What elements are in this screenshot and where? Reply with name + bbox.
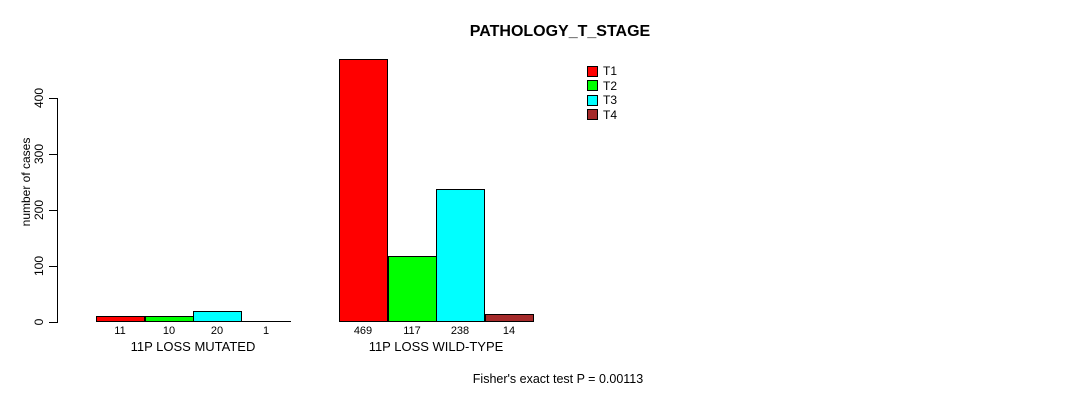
legend-label-t3: T3	[603, 93, 618, 107]
y-axis-label: number of cases	[19, 137, 33, 227]
y-tick-label: 0	[32, 318, 46, 326]
annotation-text: Fisher's exact test P = 0.00113	[472, 372, 644, 386]
bar-value-label: 469	[353, 325, 373, 337]
y-tick	[49, 266, 57, 267]
bar-t1	[339, 59, 388, 322]
x-category-label: 11P LOSS MUTATED	[130, 339, 256, 354]
y-tick-label: 200	[32, 199, 46, 221]
legend-label-t1: T1	[603, 64, 618, 78]
bar-value-label: 1	[262, 325, 270, 337]
bar-value-label: 11	[114, 325, 126, 337]
legend-label-t2: T2	[603, 79, 618, 93]
y-axis-line	[57, 98, 58, 323]
legend-swatch-t2	[587, 80, 598, 91]
bar-t3	[436, 189, 485, 322]
y-tick-label: 300	[32, 143, 46, 165]
bar-value-label: 14	[502, 325, 516, 337]
y-tick	[49, 154, 57, 155]
legend-label-t4: T4	[603, 108, 618, 122]
bar-t4	[242, 321, 291, 322]
legend-swatch-t4	[587, 109, 598, 120]
bar-value-label: 117	[403, 325, 421, 337]
y-tick	[49, 322, 57, 323]
bar-value-label: 10	[162, 325, 176, 337]
bar-t2	[145, 316, 194, 322]
legend-swatch-t3	[587, 95, 598, 106]
bar-t3	[193, 311, 242, 322]
x-category-label: 11P LOSS WILD-TYPE	[368, 339, 504, 354]
bar-value-label: 20	[210, 325, 224, 337]
bar-t2	[388, 256, 437, 322]
y-tick-label: 100	[32, 255, 46, 277]
y-tick-label: 400	[32, 87, 46, 109]
chart-title: PATHOLOGY_T_STAGE	[469, 23, 651, 40]
bar-t4	[485, 314, 534, 322]
bar-value-label: 238	[450, 325, 470, 337]
legend-swatch-t1	[587, 66, 598, 77]
y-tick	[49, 210, 57, 211]
bar-t1	[96, 316, 145, 322]
y-tick	[49, 98, 57, 99]
